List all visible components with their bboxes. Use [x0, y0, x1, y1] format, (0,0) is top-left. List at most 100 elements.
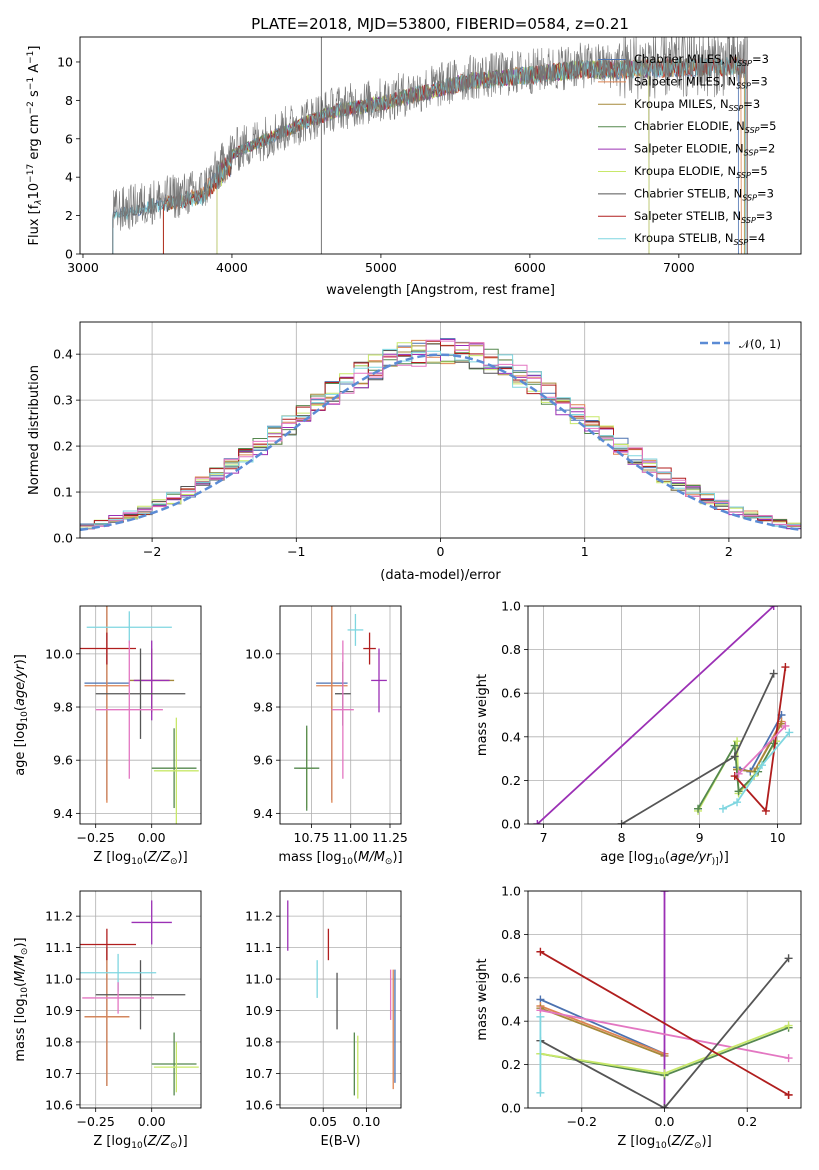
plus-marker — [730, 741, 739, 750]
plus-marker — [536, 947, 545, 956]
legend-label: Chabrier STELIB, NSSP=3 — [634, 186, 774, 202]
mass-vs-Z-frame — [79, 890, 202, 1109]
data-point — [331, 640, 354, 779]
x-axis-label: Z [log10(Z/Z⊙)] — [617, 1134, 711, 1151]
data-point — [131, 900, 172, 945]
x-tick-label: 0.10 — [353, 1114, 381, 1129]
mass-vs-ebv-axes: 0.05 0.10 10.6 10.7 10.8 10.9 11.0 11.1 11.2 E(B-… — [245, 891, 401, 1149]
x-axis-label: age [log10(age/yr)])] — [600, 850, 729, 867]
mass-weight-series-line — [722, 731, 790, 810]
data-point — [86, 611, 172, 644]
y-tick-label: 0.1 — [53, 485, 73, 500]
x-tick-label: 11.25 — [372, 830, 408, 845]
age-vs-Z-plot-area — [80, 606, 199, 824]
plus-marker — [730, 752, 739, 761]
histogram-legend: 𝒩(0, 1) — [700, 337, 781, 351]
age-vs-mass-axes: 10.75 11.00 11.25 9.4 9.6 9.8 10.0 mass [log10(… — [245, 606, 408, 867]
massweight-vs-age-frame — [527, 605, 802, 825]
plus-marker — [733, 737, 742, 746]
y-tick-label: 0.6 — [501, 970, 521, 985]
normal-reference-curve — [80, 353, 801, 532]
y-tick-label: 0.3 — [53, 393, 73, 408]
mass-weight-series-line — [539, 951, 790, 1096]
x-tick-label: 0.0 — [655, 1114, 675, 1129]
x-axis-label: Z [log10(Z/Z⊙)] — [93, 850, 187, 867]
x-tick-label: 5000 — [365, 260, 397, 275]
y-tick-label: 9.6 — [53, 753, 73, 768]
y-tick-label: 11.0 — [245, 972, 273, 987]
plus-marker — [784, 1054, 793, 1063]
y-tick-label: 9.4 — [53, 806, 73, 821]
x-tick-label: 7000 — [663, 260, 695, 275]
x-tick-label: 10 — [770, 830, 786, 845]
plus-marker — [660, 891, 669, 895]
x-axis-label: wavelength [Angstrom, rest frame] — [326, 283, 555, 298]
y-tick-label: 9.8 — [53, 700, 73, 715]
y-tick-label: 1.0 — [501, 599, 521, 614]
mass-vs-Z-plot-area — [80, 900, 199, 1096]
y-tick-label: 10.0 — [45, 646, 73, 661]
y-tick-label: 2 — [65, 208, 73, 223]
x-tick-label: 8 — [618, 830, 626, 845]
data-point — [153, 1041, 199, 1093]
data-point — [294, 725, 320, 811]
y-tick-label: 10.9 — [245, 1003, 273, 1018]
mass-weight-series-line — [539, 957, 790, 1108]
plus-marker — [660, 1069, 669, 1078]
y-tick-label: 0.4 — [53, 347, 73, 362]
data-point — [363, 632, 376, 665]
data-point — [95, 640, 163, 779]
data-point — [80, 632, 137, 665]
mass-weight-series-line — [540, 1009, 789, 1059]
plus-marker — [533, 820, 542, 824]
y-tick-label: 0.0 — [501, 1101, 521, 1116]
y-tick-label: 0.2 — [53, 439, 73, 454]
x-tick-label: 1 — [581, 544, 589, 559]
x-tick-label: 4000 — [216, 260, 248, 275]
y-tick-label: 4 — [65, 170, 73, 185]
plus-marker — [784, 1021, 793, 1030]
histogram-step-line — [80, 342, 801, 528]
data-point — [133, 640, 170, 721]
mass-vs-ebv-plot-area — [287, 900, 396, 1099]
mass-weight-series-line — [536, 606, 775, 824]
y-axis-label: Normed distribution — [27, 365, 42, 495]
y-tick-label: 10 — [57, 54, 73, 69]
y-tick-label: 10.8 — [245, 1034, 273, 1049]
x-tick-label: 6000 — [514, 260, 546, 275]
data-point — [80, 928, 137, 961]
spectrum-plot-area — [112, 37, 748, 254]
plus-marker — [536, 1012, 545, 1021]
data-point — [95, 960, 186, 1030]
data-point — [82, 982, 154, 1014]
legend-label: Chabrier ELODIE, NSSP=5 — [634, 119, 776, 135]
plus-marker — [660, 1104, 669, 1108]
histogram-step-line — [80, 343, 801, 526]
x-axis-label: E(B-V) — [320, 1134, 360, 1149]
x-tick-label: 11.00 — [333, 830, 369, 845]
massweight-vs-Z-axes: −0.2 0.0 0.2 0.0 0.2 0.4 0.6 0.8 1.0 Z [log10(Z/Z… — [475, 884, 801, 1151]
y-tick-label: 11.2 — [245, 909, 273, 924]
spectrum-legend: Chabrier MILES, NSSP=3 Salpeter MILES, NS… — [598, 52, 776, 247]
y-tick-label: 9.4 — [253, 806, 273, 821]
x-axis-label: (data-model)/error — [380, 568, 501, 583]
y-tick-label: 9.8 — [253, 700, 273, 715]
mass-weight-series-line — [540, 998, 665, 1055]
x-tick-label: −2 — [143, 544, 161, 559]
x-tick-label: 0.2 — [737, 1114, 757, 1129]
residual-histogram-frame — [79, 321, 802, 539]
x-tick-label: 0.00 — [138, 830, 166, 845]
plus-marker — [785, 728, 794, 737]
legend-label: Salpeter ELODIE, NSSP=2 — [634, 142, 775, 158]
y-tick-label: 1.0 — [501, 884, 521, 899]
massweight-vs-Z-frame — [527, 890, 802, 1109]
y-tick-label: 0.8 — [501, 927, 521, 942]
data-point — [371, 648, 387, 713]
plus-marker — [734, 787, 743, 796]
plus-marker — [781, 721, 790, 730]
y-tick-label: 10.6 — [45, 1097, 73, 1112]
x-tick-label: 0.00 — [138, 1114, 166, 1129]
plus-marker — [769, 669, 778, 678]
y-tick-label: 10.8 — [45, 1034, 73, 1049]
residual-histogram-plot-area — [80, 338, 801, 532]
